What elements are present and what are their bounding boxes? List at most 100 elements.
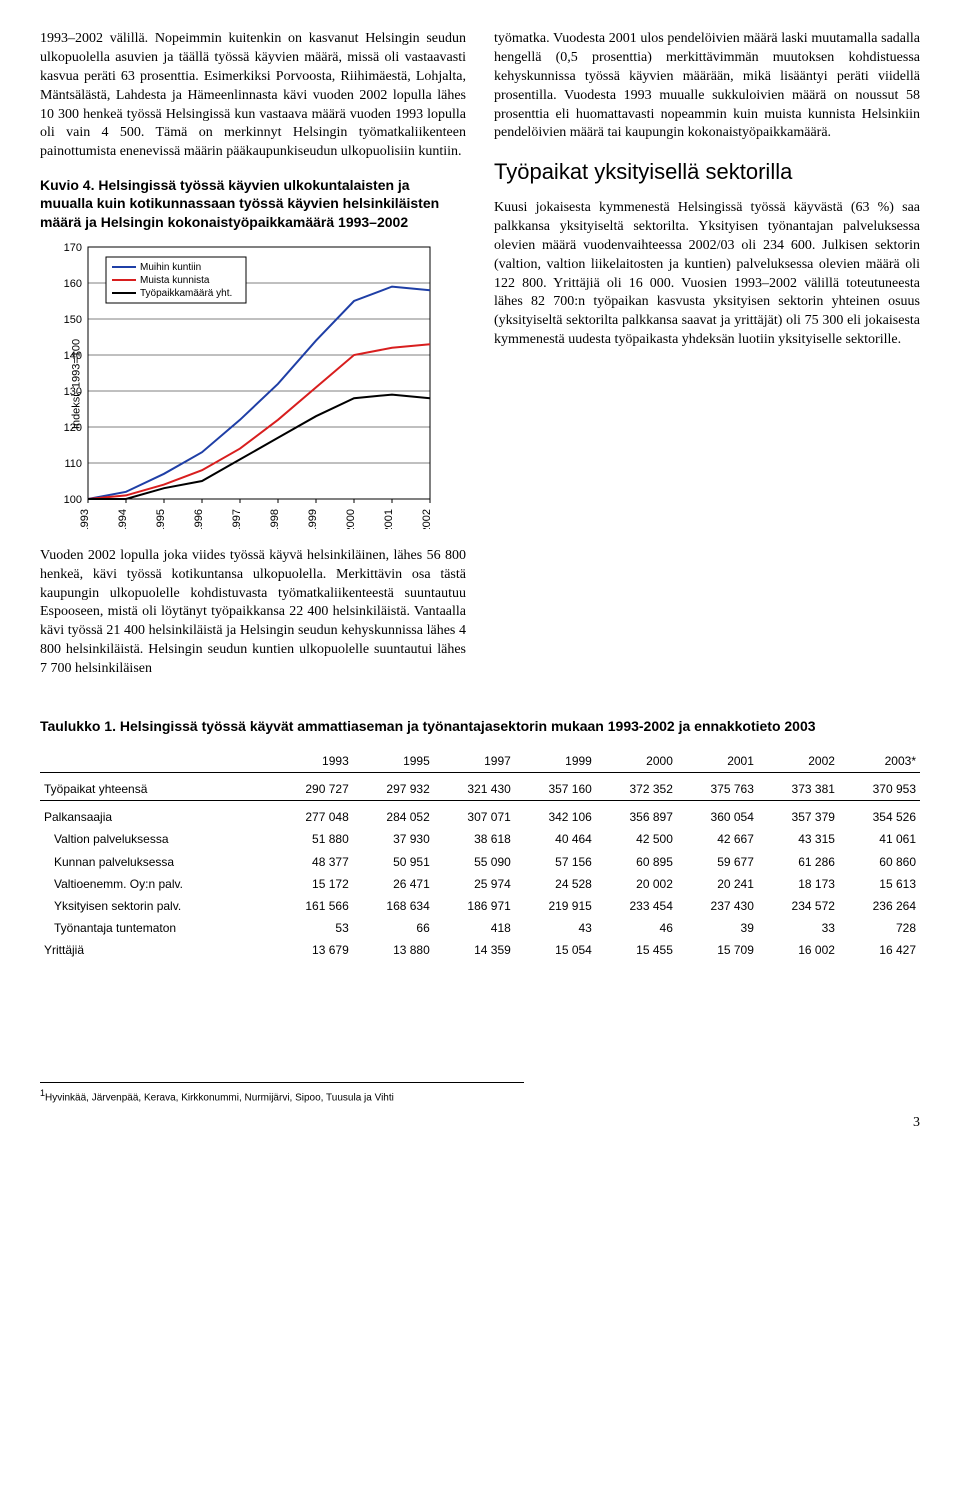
svg-text:Muista kunnista: Muista kunnista — [140, 275, 210, 286]
bottom-left-column: Vuoden 2002 lopulla joka viides työssä k… — [40, 547, 466, 689]
table-row: Työnantaja tuntematon536641843463933728 — [40, 917, 920, 939]
svg-text:150: 150 — [64, 314, 82, 326]
cell: 42 500 — [596, 828, 677, 850]
svg-text:2002: 2002 — [421, 509, 433, 529]
cell: 18 173 — [758, 873, 839, 895]
cell: 16 002 — [758, 939, 839, 961]
table-col-header: 1995 — [353, 750, 434, 773]
table-row: Työpaikat yhteensä290 727297 932321 4303… — [40, 773, 920, 801]
cell: 57 156 — [515, 851, 596, 873]
cell: 321 430 — [434, 773, 515, 801]
cell: 25 974 — [434, 873, 515, 895]
cell: 373 381 — [758, 773, 839, 801]
cell: 728 — [839, 917, 920, 939]
cell: 46 — [596, 917, 677, 939]
chart-svg: 1001101201301401501601701993199419951996… — [40, 239, 440, 529]
table-col-header: 2002 — [758, 750, 839, 773]
cell: 161 566 — [272, 895, 353, 917]
cell: 33 — [758, 917, 839, 939]
row-label: Yrittäjiä — [40, 939, 272, 961]
svg-text:170: 170 — [64, 242, 82, 254]
table-col-header — [40, 750, 272, 773]
cell: 20 002 — [596, 873, 677, 895]
svg-text:2001: 2001 — [383, 509, 395, 529]
cell: 284 052 — [353, 801, 434, 829]
svg-text:Työpaikkamäärä yht.: Työpaikkamäärä yht. — [140, 288, 232, 299]
table-row: Valtioenemm. Oy:n palv.15 17226 47125 97… — [40, 873, 920, 895]
cell: 370 953 — [839, 773, 920, 801]
cell: 43 315 — [758, 828, 839, 850]
cell: 41 061 — [839, 828, 920, 850]
cell: 61 286 — [758, 851, 839, 873]
cell: 15 172 — [272, 873, 353, 895]
row-label: Työnantaja tuntematon — [40, 917, 272, 939]
cell: 342 106 — [515, 801, 596, 829]
left-paragraph: 1993–2002 välillä. Nopeimmin kuitenkin o… — [40, 30, 466, 162]
cell: 51 880 — [272, 828, 353, 850]
svg-text:160: 160 — [64, 278, 82, 290]
table-col-header: 2000 — [596, 750, 677, 773]
cell: 357 160 — [515, 773, 596, 801]
cell: 277 048 — [272, 801, 353, 829]
row-label: Palkansaajia — [40, 801, 272, 829]
table-col-header: 2003* — [839, 750, 920, 773]
svg-text:110: 110 — [64, 458, 82, 470]
cell: 15 054 — [515, 939, 596, 961]
row-label: Kunnan palveluksessa — [40, 851, 272, 873]
row-label: Yksityisen sektorin palv. — [40, 895, 272, 917]
svg-text:1998: 1998 — [269, 509, 281, 529]
cell: 236 264 — [839, 895, 920, 917]
cell: 55 090 — [434, 851, 515, 873]
table-row: Valtion palveluksessa51 88037 93038 618 4… — [40, 828, 920, 850]
svg-text:2000: 2000 — [345, 509, 357, 529]
table-body: Työpaikat yhteensä290 727297 932321 4303… — [40, 773, 920, 962]
cell: 307 071 — [434, 801, 515, 829]
data-table: 19931995199719992000200120022003* Työpai… — [40, 750, 920, 962]
cell: 233 454 — [596, 895, 677, 917]
cell: 237 430 — [677, 895, 758, 917]
cell: 60 895 — [596, 851, 677, 873]
cell: 219 915 — [515, 895, 596, 917]
section2-paragraph: Kuusi jokaisesta kymmenestä Helsingissä … — [494, 199, 920, 350]
row-label: Valtioenemm. Oy:n palv. — [40, 873, 272, 895]
bottom-paragraph: Vuoden 2002 lopulla joka viides työssä k… — [40, 547, 466, 679]
row-label: Työpaikat yhteensä — [40, 773, 272, 801]
svg-text:1997: 1997 — [231, 509, 243, 529]
section2-title: Työpaikat yksityisellä sektorilla — [494, 157, 920, 187]
cell: 15 455 — [596, 939, 677, 961]
cell: 13 679 — [272, 939, 353, 961]
left-column: 1993–2002 välillä. Nopeimmin kuitenkin o… — [40, 30, 466, 529]
cell: 372 352 — [596, 773, 677, 801]
row-label: Valtion palveluksessa — [40, 828, 272, 850]
table-col-header: 2001 — [677, 750, 758, 773]
cell: 26 471 — [353, 873, 434, 895]
cell: 15 613 — [839, 873, 920, 895]
cell: 50 951 — [353, 851, 434, 873]
cell: 14 359 — [434, 939, 515, 961]
table-col-header: 1997 — [434, 750, 515, 773]
svg-text:1995: 1995 — [155, 509, 167, 529]
cell: 48 377 — [272, 851, 353, 873]
cell: 42 667 — [677, 828, 758, 850]
cell: 360 054 — [677, 801, 758, 829]
chart-ylabel: Indeksi, 1993=100 — [70, 339, 85, 429]
cell: 375 763 — [677, 773, 758, 801]
cell: 20 241 — [677, 873, 758, 895]
cell: 43 — [515, 917, 596, 939]
table-row: Yrittäjiä13 67913 88014 35915 05415 4551… — [40, 939, 920, 961]
svg-text:Muihin kuntiin: Muihin kuntiin — [140, 262, 201, 273]
cell: 354 526 — [839, 801, 920, 829]
table-row: Palkansaajia277 048284 052307 071342 106… — [40, 801, 920, 829]
cell: 38 618 — [434, 828, 515, 850]
cell: 53 — [272, 917, 353, 939]
cell: 37 930 — [353, 828, 434, 850]
page-number: 3 — [40, 1114, 920, 1133]
cell: 60 860 — [839, 851, 920, 873]
table-header-row: 19931995199719992000200120022003* — [40, 750, 920, 773]
svg-text:1999: 1999 — [307, 509, 319, 529]
mid-columns: Vuoden 2002 lopulla joka viides työssä k… — [40, 547, 920, 689]
cell: 356 897 — [596, 801, 677, 829]
table-row: Kunnan palveluksessa48 37750 95155 09057… — [40, 851, 920, 873]
footnote-text: Hyvinkää, Järvenpää, Kerava, Kirkkonummi… — [45, 1092, 394, 1103]
cell: 234 572 — [758, 895, 839, 917]
